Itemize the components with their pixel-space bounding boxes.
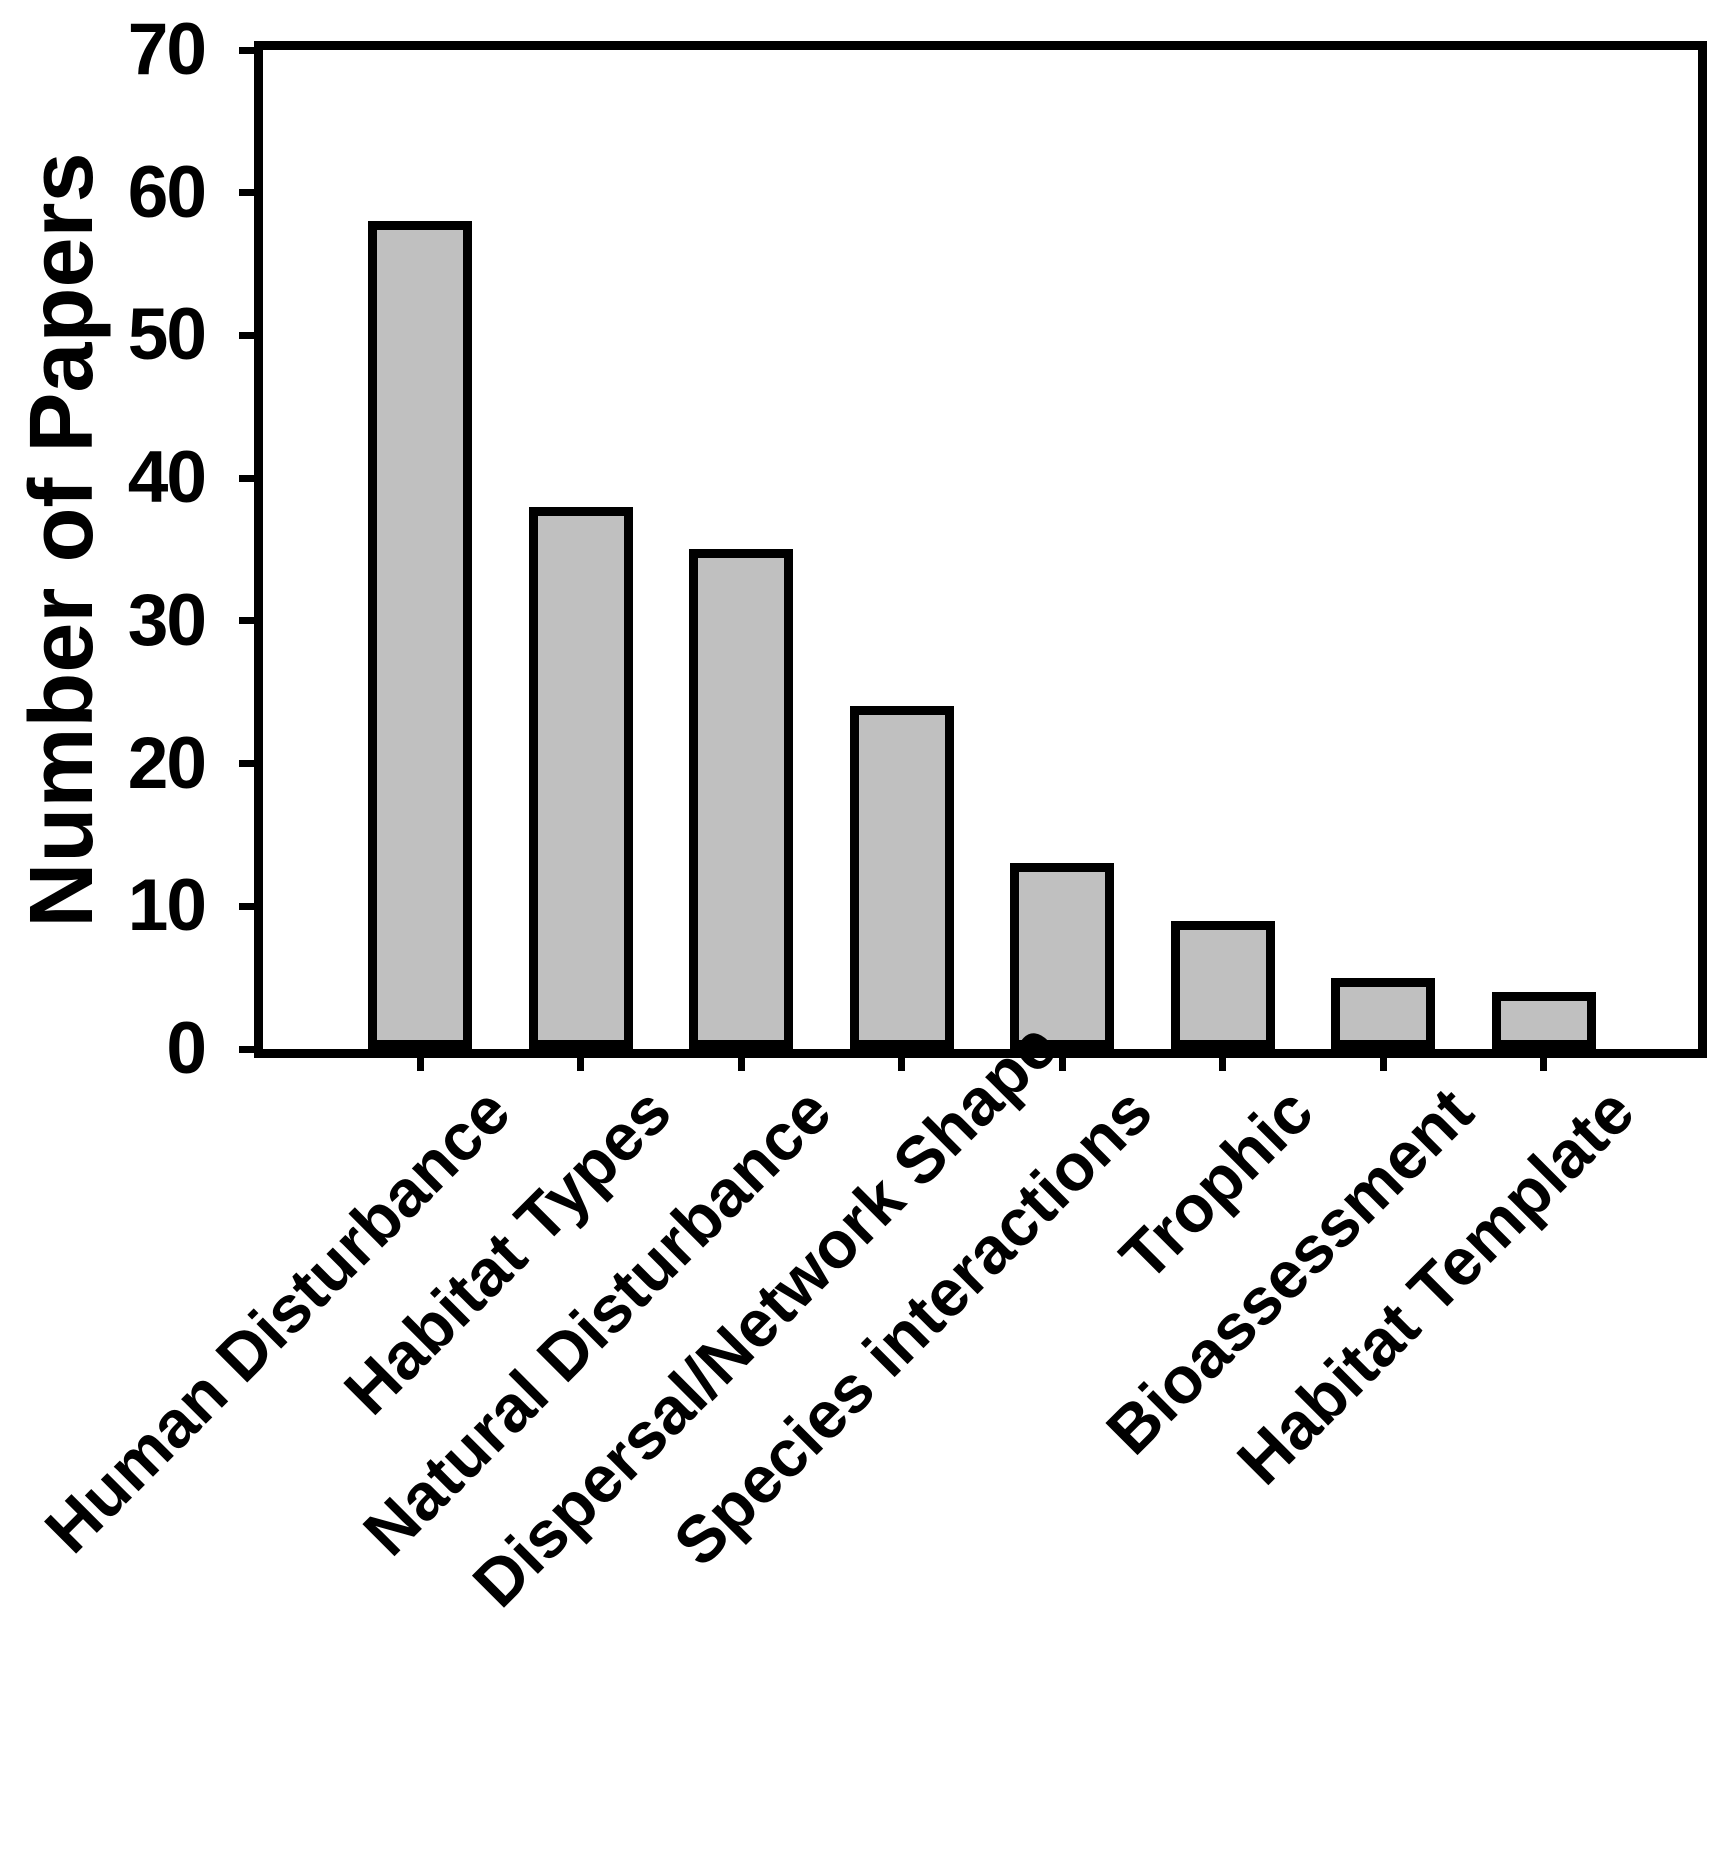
bar <box>528 507 633 1049</box>
y-axis-tick-label: 0 <box>166 1008 207 1089</box>
y-axis-tick <box>239 617 255 624</box>
x-axis-tick <box>1380 1057 1387 1071</box>
bar <box>368 221 472 1049</box>
y-axis-tick <box>239 1046 255 1053</box>
plot-area <box>254 41 1707 1058</box>
y-axis-tick-label: 70 <box>127 9 207 90</box>
bar <box>1331 978 1435 1049</box>
bar <box>1170 921 1275 1049</box>
y-axis-tick <box>239 47 255 54</box>
y-axis-tick-label: 40 <box>127 437 207 518</box>
y-axis-tick-label: 20 <box>127 723 207 804</box>
y-axis-tick <box>239 189 255 196</box>
x-axis-tick <box>898 1057 905 1071</box>
x-axis-tick <box>1059 1057 1066 1071</box>
bar <box>689 549 793 1049</box>
y-axis-tick <box>239 475 255 482</box>
y-axis-tick-label: 60 <box>127 152 207 233</box>
y-axis-tick <box>239 332 255 339</box>
y-axis-tick <box>239 903 255 910</box>
x-axis-tick <box>417 1057 424 1071</box>
y-axis-tick-label: 50 <box>127 294 207 375</box>
y-axis-tick-label: 30 <box>127 580 207 661</box>
x-axis-tick <box>1540 1057 1547 1071</box>
x-axis-tick <box>1219 1057 1226 1071</box>
x-axis-tick <box>577 1057 584 1071</box>
x-axis-tick <box>738 1057 745 1071</box>
y-axis-tick-label: 10 <box>127 865 207 946</box>
bar <box>1491 992 1596 1049</box>
bar <box>849 706 954 1049</box>
bar <box>1010 863 1114 1049</box>
y-axis-tick <box>239 760 255 767</box>
